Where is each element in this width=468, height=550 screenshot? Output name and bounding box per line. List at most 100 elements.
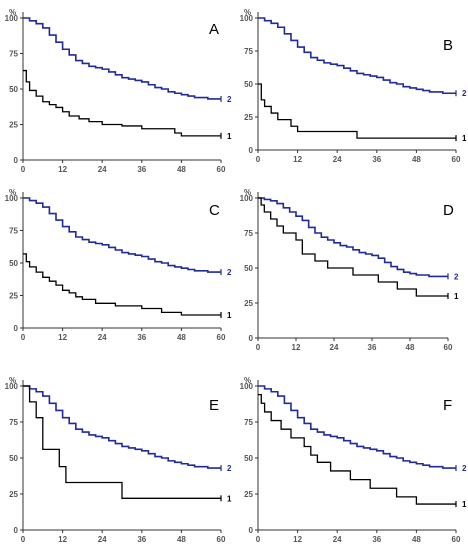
x-tick-label: 0 <box>21 535 26 544</box>
x-tick-label: 36 <box>372 535 381 544</box>
y-tick-label: 100 <box>240 14 254 23</box>
y-tick-label: 50 <box>244 80 253 89</box>
x-tick-label: 12 <box>58 535 67 544</box>
y-tick-label: 25 <box>9 292 18 301</box>
x-tick-label: 0 <box>256 535 261 544</box>
x-tick-label: 60 <box>217 165 226 174</box>
x-tick-label: 24 <box>98 333 107 342</box>
y-tick-label: 0 <box>14 324 19 333</box>
y-tick-label: 75 <box>9 227 18 236</box>
x-tick-label: 48 <box>412 535 421 544</box>
y-tick-label: 25 <box>244 113 253 122</box>
panel-label: A <box>209 21 219 38</box>
x-tick-label: 60 <box>452 535 461 544</box>
x-tick-label: 36 <box>137 165 146 174</box>
x-tick-label: 12 <box>293 535 302 544</box>
series-1-curve <box>258 83 456 139</box>
x-tick-label: 36 <box>368 343 377 352</box>
series-1-curve <box>23 253 221 316</box>
series-1-curve <box>23 385 221 499</box>
y-axis-label: % <box>9 376 16 385</box>
x-tick-label: 36 <box>137 535 146 544</box>
y-tick-label: 100 <box>5 14 19 23</box>
y-tick-label: 25 <box>9 490 18 499</box>
y-tick-label: 25 <box>244 299 253 308</box>
series-2-label: 2 <box>462 464 467 473</box>
x-tick-label: 0 <box>21 165 26 174</box>
x-tick-label: 24 <box>98 165 107 174</box>
y-tick-label: 100 <box>240 382 254 391</box>
x-tick-label: 48 <box>177 333 186 342</box>
series-1-label: 1 <box>227 311 232 320</box>
x-tick-label: 36 <box>137 333 146 342</box>
y-axis-label: % <box>244 8 251 17</box>
series-2-curve <box>258 197 448 278</box>
y-axis-label: % <box>9 188 16 197</box>
series-1-label: 1 <box>454 292 459 301</box>
x-tick-label: 24 <box>98 535 107 544</box>
series-2-label: 2 <box>227 268 232 277</box>
panel-label: E <box>209 397 219 414</box>
x-tick-label: 60 <box>444 343 453 352</box>
series-1-label: 1 <box>227 132 232 141</box>
y-tick-label: 50 <box>9 259 18 268</box>
y-tick-label: 50 <box>244 454 253 463</box>
series-2-curve <box>23 385 221 469</box>
series-2-curve <box>23 17 221 100</box>
y-axis-label: % <box>244 376 251 385</box>
series-2-label: 2 <box>462 89 467 98</box>
series-2-curve <box>258 385 456 469</box>
y-tick-label: 50 <box>244 264 253 273</box>
y-tick-label: 0 <box>249 334 254 343</box>
series-1-curve <box>23 69 221 137</box>
x-tick-label: 60 <box>217 333 226 342</box>
x-tick-label: 12 <box>292 343 301 352</box>
x-tick-label: 12 <box>58 165 67 174</box>
y-tick-label: 50 <box>9 85 18 94</box>
x-tick-label: 24 <box>330 343 339 352</box>
x-tick-label: 36 <box>372 155 381 164</box>
series-1-label: 1 <box>227 494 232 503</box>
x-tick-label: 48 <box>177 165 186 174</box>
y-tick-label: 50 <box>9 454 18 463</box>
x-tick-label: 60 <box>452 155 461 164</box>
y-tick-label: 100 <box>5 382 19 391</box>
panel-label: C <box>209 202 220 219</box>
series-1-label: 1 <box>462 134 467 143</box>
series-2-label: 2 <box>454 272 459 281</box>
panel-label: D <box>443 202 454 219</box>
y-tick-label: 75 <box>9 50 18 59</box>
series-1-curve <box>258 393 456 505</box>
x-tick-label: 48 <box>406 343 415 352</box>
y-tick-label: 75 <box>9 418 18 427</box>
y-tick-label: 75 <box>244 47 253 56</box>
series-1-curve <box>258 197 448 297</box>
x-tick-label: 60 <box>217 535 226 544</box>
x-tick-label: 12 <box>293 155 302 164</box>
panel-label: F <box>443 397 452 414</box>
y-tick-label: 100 <box>240 194 254 203</box>
series-2-label: 2 <box>227 95 232 104</box>
y-tick-label: 0 <box>14 156 19 165</box>
x-tick-label: 0 <box>256 155 261 164</box>
y-axis-label: % <box>9 8 16 17</box>
x-tick-label: 24 <box>333 535 342 544</box>
y-tick-label: 25 <box>244 490 253 499</box>
series-2-label: 2 <box>227 464 232 473</box>
y-tick-label: 0 <box>249 146 254 155</box>
x-tick-label: 48 <box>412 155 421 164</box>
y-tick-label: 75 <box>244 229 253 238</box>
series-2-curve <box>23 197 221 273</box>
y-tick-label: 0 <box>249 526 254 535</box>
y-axis-label: % <box>244 188 251 197</box>
y-tick-label: 75 <box>244 418 253 427</box>
x-tick-label: 0 <box>256 343 261 352</box>
y-tick-label: 25 <box>9 121 18 130</box>
x-tick-label: 0 <box>21 333 26 342</box>
x-tick-label: 24 <box>333 155 342 164</box>
y-tick-label: 0 <box>14 526 19 535</box>
x-tick-label: 48 <box>177 535 186 544</box>
series-1-label: 1 <box>462 500 467 509</box>
panel-label: B <box>443 37 453 54</box>
